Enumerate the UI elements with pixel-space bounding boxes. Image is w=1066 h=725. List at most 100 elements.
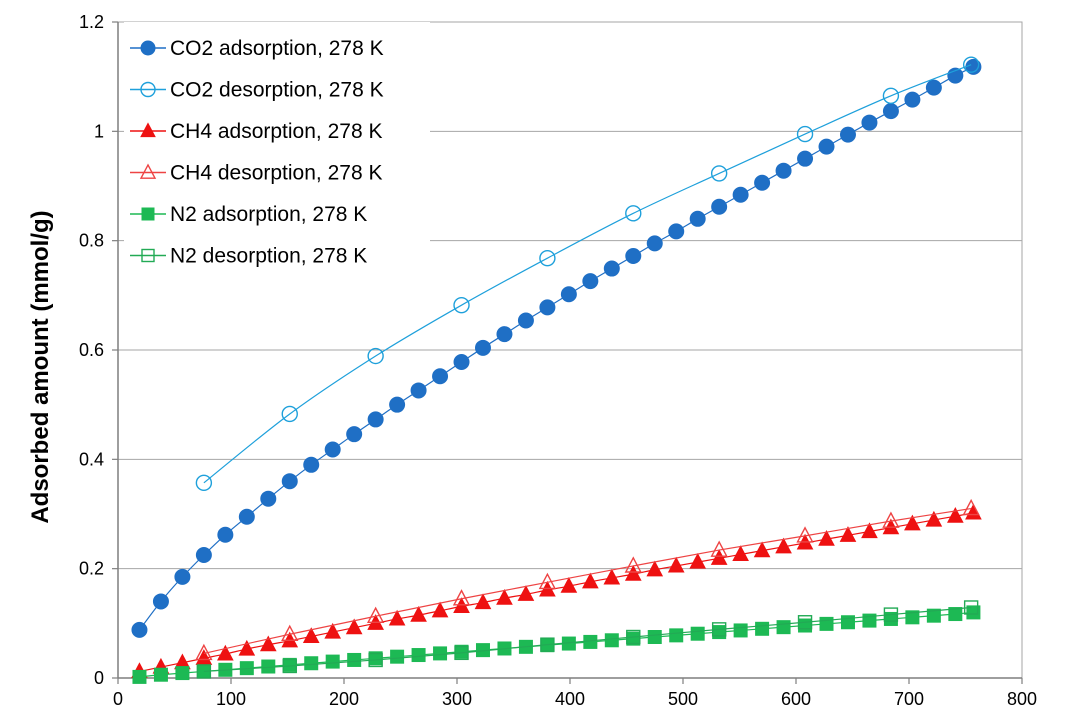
series-0-point-35 — [882, 103, 899, 120]
legend-label-1: CO2 desorption, 278 K — [170, 79, 384, 102]
series-2-point-30 — [775, 537, 792, 554]
legend-background — [124, 22, 430, 278]
legend-item-2: CH4 adsorption, 278 K — [130, 120, 382, 143]
series-line-3 — [203, 507, 972, 654]
series-4-point-8 — [304, 656, 319, 671]
series-5-point-5 — [626, 629, 641, 645]
series-5-point-7 — [797, 615, 813, 630]
series-0-point-36 — [904, 91, 921, 108]
series-0-point-29 — [754, 174, 771, 191]
series-0-point-4 — [217, 526, 234, 543]
axes-layer: 0 100 200 300 400 500 600 700 800 0 0.2 0.4 0.6 0.8 1 1… — [79, 12, 1037, 709]
y-tick-label-3: 0.6 — [79, 340, 104, 360]
legend-label-2: CH4 adsorption, 278 K — [170, 120, 382, 143]
series-0-point-9 — [324, 441, 341, 458]
series-0 — [131, 58, 982, 638]
series-5-point-9 — [963, 600, 979, 615]
series-2-point-32 — [818, 529, 835, 546]
x-tick-label-7: 700 — [894, 689, 924, 709]
series-2-point-20 — [560, 576, 578, 593]
series-0-point-28 — [732, 186, 749, 203]
legend-marker-1 — [140, 81, 156, 98]
series-4-point-37 — [926, 608, 941, 623]
series-0-point-21 — [582, 273, 599, 290]
series-0-point-32 — [818, 138, 835, 155]
series-2-point-16 — [474, 593, 492, 610]
series-3-point-3 — [452, 589, 471, 606]
series-0-point-13 — [410, 382, 427, 399]
series-4-point-36 — [905, 610, 920, 625]
series-line-0 — [138, 66, 974, 631]
series-2-point-33 — [839, 526, 857, 542]
legend-marker-3 — [139, 163, 157, 179]
legend-item-4: N2 adsorption, 278 K — [130, 203, 367, 226]
series-4-point-12 — [390, 649, 405, 664]
series-3-point-5 — [624, 556, 642, 573]
series-2-point-34 — [861, 522, 878, 539]
y-tick-label-6: 1.2 — [79, 12, 104, 32]
series-3-point-7 — [796, 526, 814, 543]
series-2-point-38 — [946, 507, 964, 523]
series-1-point-3 — [453, 296, 470, 314]
series-2-point-9 — [324, 622, 342, 639]
series-4-point-10 — [347, 652, 362, 667]
x-tick-label-8: 800 — [1007, 689, 1037, 709]
series-0-point-7 — [281, 473, 298, 490]
series-4-point-26 — [690, 626, 705, 641]
series-2-point-28 — [732, 545, 749, 562]
y-tick-label-0: 0 — [94, 668, 104, 688]
series-line-4 — [139, 611, 974, 678]
series-5-point-3 — [454, 645, 469, 661]
series-5-point-1 — [282, 658, 297, 674]
series-0-point-22 — [603, 260, 620, 277]
y-tick-label-1: 0.2 — [79, 559, 104, 579]
series-4-point-28 — [733, 623, 748, 638]
series-4-point-21 — [583, 634, 598, 649]
series-0-point-11 — [367, 411, 384, 428]
series-4-point-32 — [819, 616, 834, 631]
series-4-point-25 — [669, 628, 684, 643]
x-tick-label-0: 0 — [113, 689, 123, 709]
series-0-point-16 — [474, 339, 491, 356]
series-0-point-12 — [389, 396, 406, 413]
series-2-point-13 — [410, 605, 427, 622]
series-4-point-2 — [175, 666, 190, 681]
series-2 — [131, 503, 982, 679]
series-5-point-6 — [711, 622, 727, 637]
series-2-point-18 — [517, 585, 535, 601]
legend-label-0: CO2 adsorption, 278 K — [170, 37, 384, 60]
series-2-point-6 — [259, 635, 277, 652]
series-5 — [196, 600, 979, 679]
series-0-point-18 — [517, 312, 534, 329]
y-tick-label-4: 0.8 — [79, 231, 104, 251]
series-2-point-10 — [345, 618, 363, 635]
series-4-point-31 — [798, 618, 813, 633]
x-tick-label-5: 500 — [668, 689, 698, 709]
series-0-point-14 — [432, 368, 449, 385]
series-4-point-39 — [966, 605, 981, 620]
legend-label-5: N2 desorption, 278 K — [170, 245, 367, 268]
series-4-point-15 — [454, 644, 469, 659]
series-3-point-8 — [882, 511, 900, 528]
series-4-point-1 — [153, 667, 168, 682]
series-4-point-24 — [647, 630, 662, 644]
series-4-point-13 — [411, 648, 426, 663]
series-3-point-1 — [281, 624, 299, 642]
series-1-point-9 — [962, 56, 980, 73]
legend-item-3: CH4 desorption, 278 K — [130, 162, 382, 185]
x-tick-label-3: 300 — [442, 689, 472, 709]
series-2-point-14 — [431, 601, 449, 618]
series-4-point-9 — [325, 654, 340, 669]
series-0-point-15 — [453, 354, 470, 371]
x-tick-label-6: 600 — [781, 689, 811, 709]
series-0-point-34 — [861, 114, 878, 131]
legend-label-3: CH4 desorption, 278 K — [170, 162, 382, 185]
series-1-point-8 — [882, 87, 900, 105]
legend-marker-4 — [141, 207, 155, 221]
series-1 — [195, 56, 980, 492]
series-4-point-38 — [948, 607, 963, 622]
series-0-point-30 — [775, 162, 792, 179]
y-tick-label-5: 1 — [94, 121, 104, 141]
